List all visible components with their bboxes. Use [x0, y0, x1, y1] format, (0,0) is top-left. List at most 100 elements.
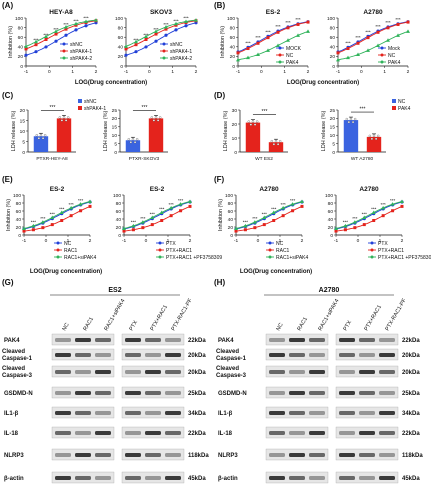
data-point — [31, 228, 35, 232]
protein-band — [269, 453, 285, 457]
data-point — [129, 141, 133, 144]
protein-band — [309, 370, 325, 374]
data-point — [306, 20, 310, 24]
data-point — [400, 204, 404, 208]
data-point — [291, 209, 295, 213]
y-tick-label: 0 — [22, 150, 25, 156]
x-tick-label: 0 — [357, 238, 360, 244]
protein-band — [145, 453, 161, 457]
bar — [366, 136, 382, 152]
data-point — [74, 21, 78, 26]
data-point — [300, 204, 304, 208]
x-tick-label: -1 — [336, 69, 341, 75]
data-point — [262, 215, 267, 219]
significance-mark: *** — [265, 29, 271, 34]
x-axis-label: LOG(Drug concentration) — [287, 80, 359, 86]
legend-marker — [162, 49, 166, 53]
y-tick-label: 0 — [120, 64, 123, 70]
protein-band — [359, 411, 375, 415]
protein-band — [359, 453, 375, 457]
data-point — [253, 226, 257, 230]
x-tick-label: 1 — [167, 238, 170, 244]
data-point — [34, 43, 38, 47]
category-label: PTXR-SKOV3 — [129, 156, 160, 162]
data-point — [154, 116, 158, 119]
protein-band — [379, 411, 395, 415]
data-point — [24, 44, 28, 48]
data-point — [253, 123, 257, 126]
data-point — [290, 202, 295, 206]
data-point — [88, 204, 92, 208]
data-point — [300, 199, 304, 203]
y-tick-label: 20 — [228, 225, 234, 231]
molecular-weight-label: 34kDa — [402, 411, 420, 417]
y-tick-label: 20 — [112, 116, 118, 122]
legend-entry: RAC1+siPAK4 — [276, 255, 309, 261]
legend-entry: MOCK — [286, 46, 302, 52]
protein-band — [145, 411, 161, 415]
protein-band — [339, 353, 355, 357]
protein-label: Cleaved — [2, 349, 25, 355]
panel-letter: (B) — [214, 1, 225, 10]
protein-band — [165, 431, 181, 435]
data-point — [252, 220, 257, 224]
legend-entry: PAK4 — [398, 106, 411, 112]
x-tick-label: 1 — [379, 238, 382, 244]
panel-letter: (E) — [2, 175, 13, 184]
protein-band — [359, 391, 375, 395]
molecular-weight-label: 45kDa — [188, 476, 206, 482]
data-point — [44, 134, 47, 137]
data-point — [346, 47, 350, 51]
molecular-weight-label: 25kDa — [402, 391, 420, 397]
legend-entry: NC — [398, 99, 406, 105]
significance-mark: *** — [381, 202, 387, 207]
series-line — [125, 19, 197, 47]
data-point — [22, 229, 26, 233]
data-point — [44, 34, 48, 38]
significance-mark: *** — [163, 22, 169, 27]
lane-label: PTX+RAC1 — [364, 304, 383, 332]
significance-mark: *** — [178, 198, 184, 203]
y-tick-label: 0 — [114, 150, 117, 156]
data-point — [266, 36, 270, 40]
data-point — [174, 23, 178, 27]
data-point — [372, 134, 376, 138]
x-tick-label: 2 — [189, 238, 192, 244]
series-line — [237, 30, 309, 61]
significance-mark: *** — [50, 105, 56, 111]
protein-band — [75, 431, 91, 435]
protein-band — [269, 338, 285, 342]
panel-letter: (H) — [214, 278, 225, 287]
y-tick-label: 0 — [18, 233, 21, 239]
data-point — [136, 138, 139, 141]
protein-band — [145, 476, 161, 480]
data-point — [144, 38, 148, 42]
data-point — [347, 120, 351, 124]
protein-band — [55, 353, 71, 357]
protein-band — [125, 353, 141, 357]
molecular-weight-label: 118kDa — [402, 453, 423, 459]
protein-label: GSDMD-N — [4, 391, 33, 397]
data-point — [134, 39, 138, 44]
data-point — [34, 50, 38, 54]
protein-band — [95, 338, 111, 342]
legend-entry: shPAK4-1 — [170, 49, 192, 55]
protein-band — [145, 391, 161, 395]
x-tick-label: -1 — [22, 238, 27, 244]
significance-mark: *** — [285, 20, 291, 25]
protein-band — [269, 476, 285, 480]
data-point — [24, 47, 28, 51]
y-tick-label: 60 — [118, 35, 124, 41]
lane-label: PTX+RAC1 — [150, 304, 169, 332]
protein-band — [269, 370, 285, 374]
protein-band — [269, 411, 285, 415]
data-point — [362, 223, 366, 227]
significance-mark: *** — [153, 27, 159, 32]
chart-title: A2780 — [363, 9, 383, 16]
data-point — [24, 53, 28, 57]
data-point — [64, 24, 68, 29]
legend-swatch — [392, 106, 396, 110]
